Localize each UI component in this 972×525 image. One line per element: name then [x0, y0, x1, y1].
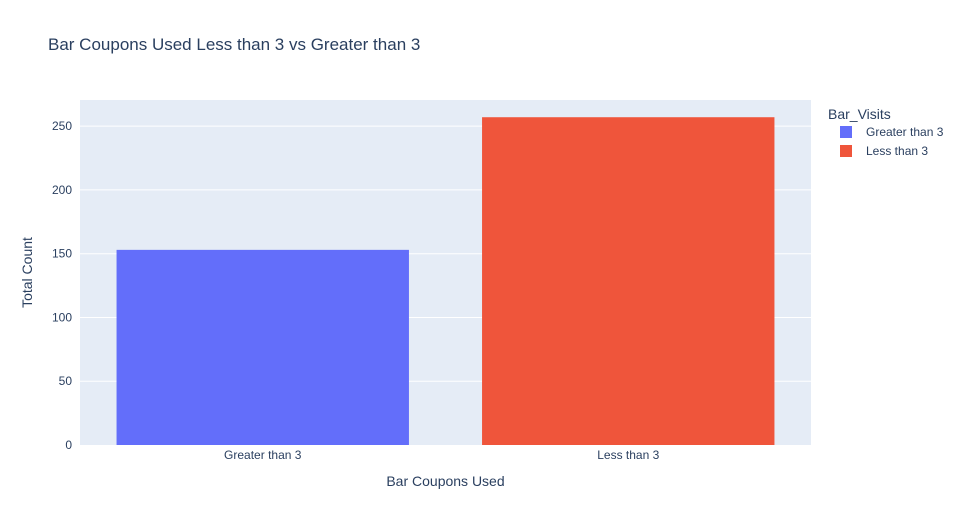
- legend-swatch: [840, 145, 852, 157]
- bars: [116, 117, 775, 446]
- legend: Bar_Visits Greater than 3 Less than 3: [828, 106, 944, 158]
- y-axis-ticks: 0 50 100 150 200 250: [52, 119, 72, 452]
- legend-label: Less than 3: [866, 144, 928, 158]
- legend-items: Greater than 3 Less than 3: [840, 125, 944, 158]
- y-tick-label: 50: [59, 374, 73, 388]
- x-tick-label: Greater than 3: [224, 448, 302, 462]
- y-tick-label: 250: [52, 119, 72, 133]
- legend-swatch: [840, 126, 852, 138]
- bar-less-than-3: [482, 117, 775, 446]
- legend-label: Greater than 3: [866, 125, 944, 139]
- legend-title: Bar_Visits: [828, 106, 891, 122]
- x-tick-label: Less than 3: [597, 448, 659, 462]
- x-axis-ticks: Greater than 3 Less than 3: [224, 448, 660, 462]
- y-axis-title: Total Count: [19, 237, 35, 308]
- y-tick-label: 150: [52, 247, 72, 261]
- chart-title: Bar Coupons Used Less than 3 vs Greater …: [48, 35, 420, 54]
- y-tick-label: 0: [65, 438, 72, 452]
- bar-greater-than-3: [116, 249, 409, 445]
- y-tick-label: 200: [52, 183, 72, 197]
- y-tick-label: 100: [52, 310, 72, 324]
- x-axis-title: Bar Coupons Used: [386, 473, 504, 489]
